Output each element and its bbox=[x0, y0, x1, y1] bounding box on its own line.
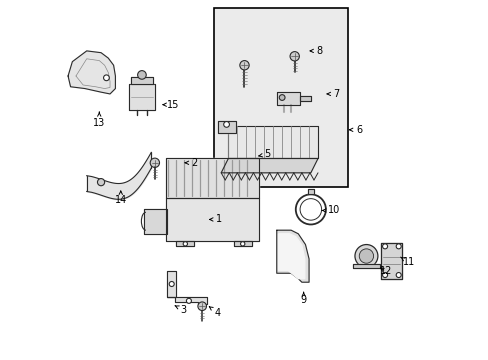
Circle shape bbox=[240, 242, 244, 246]
Circle shape bbox=[289, 51, 299, 61]
Circle shape bbox=[395, 273, 400, 278]
Circle shape bbox=[359, 249, 373, 263]
Circle shape bbox=[223, 122, 229, 127]
Circle shape bbox=[150, 158, 159, 167]
Polygon shape bbox=[144, 209, 167, 234]
Text: 2: 2 bbox=[185, 158, 197, 168]
Polygon shape bbox=[129, 84, 155, 110]
Polygon shape bbox=[278, 234, 304, 279]
Text: 10: 10 bbox=[322, 206, 340, 216]
Polygon shape bbox=[68, 51, 115, 94]
Text: 12: 12 bbox=[379, 266, 391, 276]
Polygon shape bbox=[221, 158, 317, 173]
Polygon shape bbox=[233, 241, 251, 246]
Text: 7: 7 bbox=[326, 89, 338, 99]
Text: 14: 14 bbox=[114, 191, 127, 205]
Circle shape bbox=[354, 244, 377, 267]
Text: 4: 4 bbox=[209, 307, 220, 318]
Polygon shape bbox=[167, 271, 176, 297]
Text: 3: 3 bbox=[175, 305, 186, 315]
Circle shape bbox=[395, 244, 400, 249]
Polygon shape bbox=[131, 77, 153, 84]
Polygon shape bbox=[228, 126, 317, 158]
Text: 15: 15 bbox=[163, 100, 179, 110]
Circle shape bbox=[382, 244, 387, 249]
Polygon shape bbox=[352, 264, 379, 268]
Polygon shape bbox=[165, 198, 258, 241]
Polygon shape bbox=[176, 241, 194, 246]
Circle shape bbox=[183, 242, 187, 246]
Text: 1: 1 bbox=[209, 215, 222, 224]
Text: 6: 6 bbox=[349, 125, 362, 135]
Text: 9: 9 bbox=[300, 292, 306, 305]
Text: 5: 5 bbox=[258, 149, 270, 159]
Bar bbox=[214, 8, 348, 187]
Polygon shape bbox=[276, 92, 300, 105]
Polygon shape bbox=[167, 297, 206, 304]
Text: 8: 8 bbox=[309, 46, 322, 56]
Circle shape bbox=[239, 60, 249, 70]
Circle shape bbox=[137, 71, 146, 79]
Circle shape bbox=[279, 95, 285, 100]
Polygon shape bbox=[276, 230, 308, 282]
Circle shape bbox=[186, 298, 191, 303]
Polygon shape bbox=[300, 96, 310, 101]
Circle shape bbox=[382, 273, 387, 278]
Polygon shape bbox=[307, 189, 313, 194]
Polygon shape bbox=[165, 158, 258, 198]
Circle shape bbox=[198, 302, 206, 311]
Polygon shape bbox=[217, 121, 235, 134]
Polygon shape bbox=[381, 243, 402, 279]
Circle shape bbox=[169, 282, 174, 287]
Text: 13: 13 bbox=[93, 112, 105, 128]
Text: 11: 11 bbox=[400, 257, 415, 267]
Circle shape bbox=[103, 75, 109, 81]
Circle shape bbox=[97, 179, 104, 186]
